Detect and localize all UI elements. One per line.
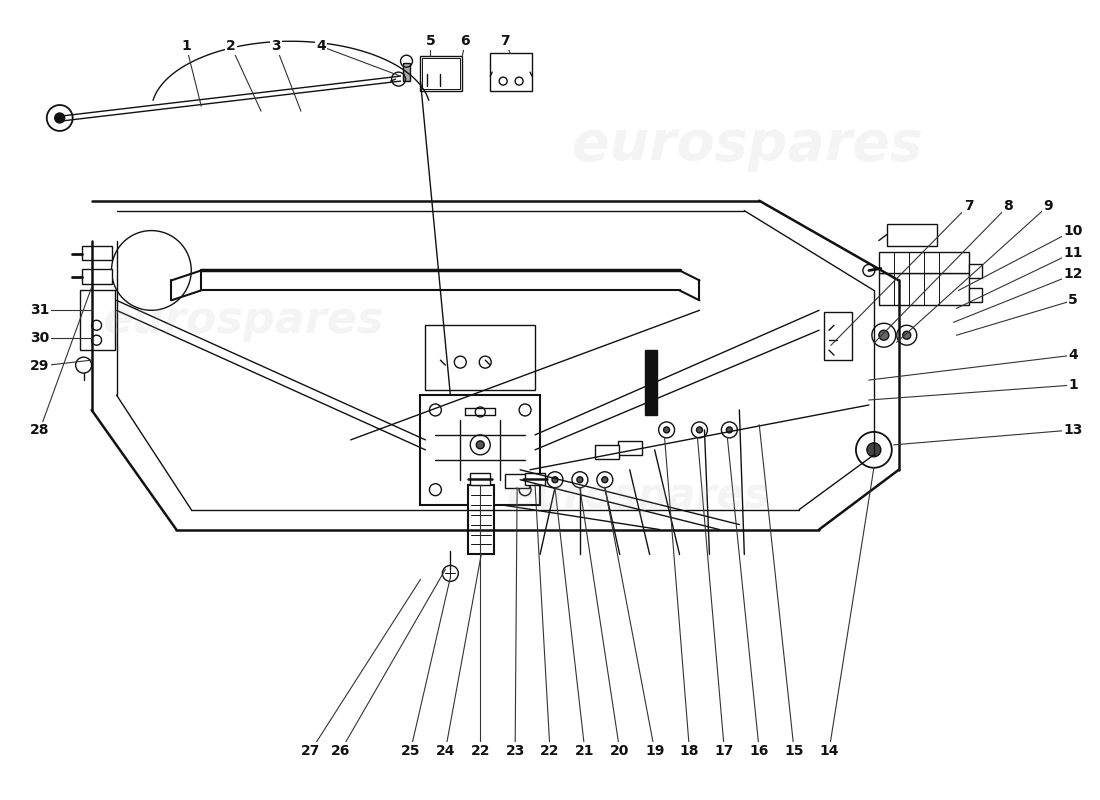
Text: 22: 22: [540, 744, 560, 758]
Bar: [420, 395, 540, 505]
Circle shape: [696, 427, 703, 433]
Text: 27: 27: [301, 744, 320, 758]
Text: 29: 29: [30, 359, 50, 373]
Bar: [879, 251, 968, 274]
Text: 7: 7: [500, 34, 510, 48]
Circle shape: [663, 427, 670, 433]
Circle shape: [55, 113, 65, 123]
Bar: [81, 246, 111, 261]
Text: 21: 21: [575, 744, 595, 758]
Text: 5: 5: [426, 34, 436, 48]
Text: 24: 24: [436, 744, 455, 758]
Bar: [471, 473, 491, 485]
Bar: [525, 473, 544, 485]
Text: 4: 4: [316, 39, 326, 54]
Text: 17: 17: [715, 744, 734, 758]
Text: 19: 19: [645, 744, 664, 758]
Text: 13: 13: [1064, 423, 1082, 437]
Text: 28: 28: [30, 423, 50, 437]
Bar: [422, 58, 460, 89]
Bar: [968, 288, 982, 302]
Bar: [505, 474, 529, 488]
Text: 23: 23: [505, 744, 525, 758]
Text: eurospares: eurospares: [102, 298, 384, 342]
Text: 30: 30: [30, 331, 50, 346]
Text: 8: 8: [1003, 198, 1013, 213]
Text: 14: 14: [820, 744, 839, 758]
Text: 10: 10: [1064, 223, 1082, 238]
Text: 11: 11: [1064, 246, 1082, 259]
Text: 4: 4: [1068, 348, 1078, 362]
Circle shape: [726, 427, 733, 433]
Text: eurospares: eurospares: [572, 118, 923, 172]
Circle shape: [552, 477, 558, 482]
Text: 25: 25: [400, 744, 420, 758]
Text: 9: 9: [1044, 198, 1053, 213]
Circle shape: [602, 477, 608, 482]
Text: 7: 7: [964, 198, 974, 213]
Text: 2: 2: [227, 39, 236, 54]
Text: 12: 12: [1064, 267, 1082, 282]
Text: 16: 16: [749, 744, 769, 758]
Text: eurospares: eurospares: [506, 474, 769, 517]
Circle shape: [867, 443, 881, 457]
Text: 1: 1: [182, 39, 191, 54]
Bar: [879, 274, 968, 306]
Text: 26: 26: [331, 744, 351, 758]
Bar: [426, 326, 535, 390]
Text: 6: 6: [461, 34, 470, 48]
Text: 3: 3: [271, 39, 281, 54]
Bar: [420, 56, 462, 91]
Text: 5: 5: [1068, 294, 1078, 307]
Bar: [887, 224, 937, 246]
Bar: [469, 485, 494, 554]
Text: 31: 31: [30, 303, 50, 318]
Bar: [595, 445, 619, 458]
Text: 22: 22: [471, 744, 490, 758]
Bar: [79, 290, 114, 350]
Bar: [618, 441, 641, 455]
Text: 1: 1: [1068, 378, 1078, 392]
Bar: [491, 54, 532, 91]
Circle shape: [903, 331, 911, 339]
Bar: [645, 350, 657, 415]
Text: 18: 18: [680, 744, 700, 758]
Circle shape: [576, 477, 583, 482]
Bar: [81, 270, 111, 285]
Bar: [403, 63, 410, 81]
Circle shape: [476, 441, 484, 449]
Text: 20: 20: [610, 744, 629, 758]
Text: 15: 15: [784, 744, 804, 758]
Circle shape: [879, 330, 889, 340]
Bar: [968, 265, 982, 278]
Bar: [824, 312, 851, 360]
